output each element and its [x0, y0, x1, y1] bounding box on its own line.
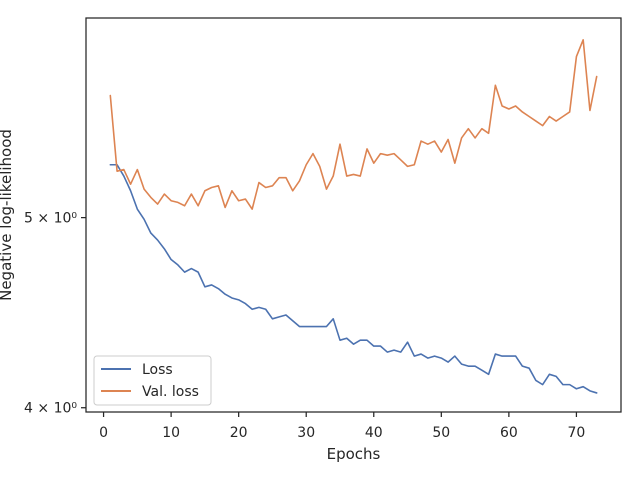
y-tick-label: 5 × 10⁰ — [24, 211, 77, 227]
series-layer — [109, 39, 598, 394]
y-tick-label: 4 × 10⁰ — [24, 401, 77, 417]
y-axis-label: Negative log-likelihood — [0, 129, 15, 301]
series-line-val-loss — [109, 39, 598, 210]
x-tick-label: 60 — [500, 425, 518, 441]
y-axis-ticks: 4 × 10⁰ 5 × 10⁰ — [24, 211, 86, 417]
x-tick-label: 50 — [432, 425, 450, 441]
x-tick-label: 30 — [297, 425, 315, 441]
series-line-loss — [109, 163, 598, 394]
x-axis-ticks: 0 10 20 30 40 50 60 70 — [99, 412, 585, 441]
plot-frame — [85, 17, 622, 413]
x-axis-label: Epochs — [327, 445, 381, 463]
legend-label-val-loss: Val. loss — [142, 384, 199, 400]
x-tick-label: 0 — [99, 425, 108, 441]
x-tick-label: 20 — [230, 425, 248, 441]
x-tick-label: 70 — [568, 425, 586, 441]
legend-label-loss: Loss — [142, 362, 173, 378]
legend: Loss Val. loss — [93, 355, 212, 406]
x-tick-label: 40 — [365, 425, 383, 441]
x-tick-label: 10 — [162, 425, 180, 441]
